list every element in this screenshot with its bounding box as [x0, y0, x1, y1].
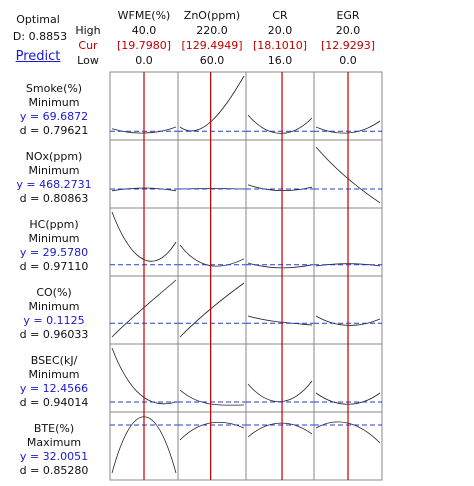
response-value: y = 32.0051: [19, 450, 89, 463]
composite-d: D: 0.8853: [12, 30, 68, 43]
factor-current: [19.7980]: [116, 39, 172, 52]
optimal-label: Optimal: [16, 13, 60, 26]
cell: [245, 207, 315, 277]
cell: [245, 139, 315, 209]
response-curve: [247, 380, 313, 403]
response-desirability: d = 0.80863: [19, 192, 89, 205]
factor-current: [18.1010]: [252, 39, 308, 52]
response-desirability: d = 0.85280: [19, 464, 89, 477]
response-curve: [179, 389, 245, 406]
response-desirability: d = 0.79621: [19, 124, 89, 137]
low-label: Low: [77, 54, 99, 67]
response-desirability: d = 0.94014: [19, 396, 89, 409]
cell: [177, 275, 247, 345]
response-name: CO(%): [36, 286, 72, 299]
factor-current: [129.4949]: [181, 39, 243, 52]
response-name: NOx(ppm): [25, 150, 83, 163]
response-name: HC(ppm): [29, 218, 79, 231]
factor-low: 16.0: [267, 54, 293, 67]
response-value: y = 468.2731: [16, 178, 92, 191]
response-curve: [179, 244, 245, 267]
cell: [177, 139, 247, 209]
high-label: High: [75, 24, 101, 37]
response-curve: [247, 315, 313, 326]
response-value: y = 12.4566: [19, 382, 89, 395]
response-curve: [179, 75, 245, 132]
response-curve: [179, 421, 245, 441]
response-value: y = 29.5780: [19, 246, 89, 259]
factor-low: 0.0: [135, 54, 153, 67]
response-curve: [247, 114, 313, 134]
response-goal: Maximum: [26, 436, 82, 449]
response-curve: [247, 422, 313, 438]
factor-low: 0.0: [339, 54, 357, 67]
factor-name: ZnO(ppm): [183, 9, 241, 22]
response-name: BTE(%): [33, 422, 75, 435]
cell: [245, 411, 315, 481]
cell: [177, 71, 247, 141]
factor-name: WFME(%): [117, 9, 171, 22]
cur-label: Cur: [78, 39, 98, 52]
response-desirability: d = 0.96033: [19, 328, 89, 341]
response-value: y = 69.6872: [19, 110, 89, 123]
factor-name: CR: [272, 9, 288, 22]
factor-current: [12.9293]: [320, 39, 376, 52]
response-goal: Minimum: [28, 232, 80, 245]
response-goal: Minimum: [28, 300, 80, 313]
response-goal: Minimum: [28, 368, 80, 381]
response-value: y = 0.1125: [23, 314, 85, 327]
predict-link[interactable]: Predict: [15, 49, 61, 64]
response-curve: [247, 262, 313, 269]
cell: [245, 275, 315, 345]
factor-high: 20.0: [335, 24, 361, 37]
response-goal: Minimum: [28, 164, 80, 177]
factor-high: 20.0: [267, 24, 293, 37]
factor-high: 40.0: [131, 24, 157, 37]
cell: [245, 71, 315, 141]
response-curve: [179, 282, 245, 338]
response-name: Smoke(%): [25, 82, 83, 95]
response-desirability: d = 0.97110: [19, 260, 89, 273]
factor-low: 60.0: [199, 54, 225, 67]
response-goal: Minimum: [28, 96, 80, 109]
response-curve: [247, 184, 313, 191]
cell: [177, 411, 247, 481]
factor-high: 220.0: [196, 24, 228, 37]
factor-name: EGR: [336, 9, 360, 22]
response-name: BSEC(kJ/: [30, 354, 78, 367]
